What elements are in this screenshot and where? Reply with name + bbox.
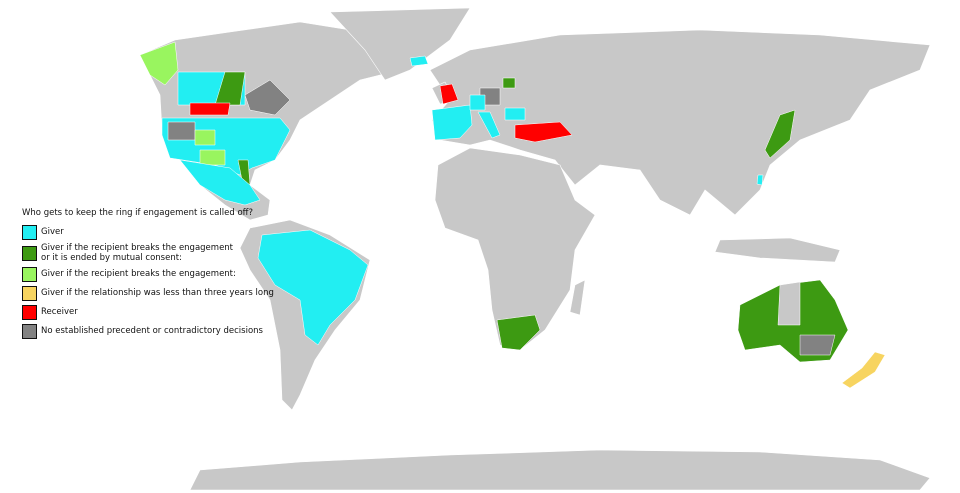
region-japan — [764, 109, 796, 159]
legend-title: Who gets to keep the ring if engagement … — [22, 208, 254, 218]
region-usa-gray — [167, 121, 196, 141]
region-baltic — [502, 77, 516, 89]
region-south-africa — [496, 314, 541, 351]
region-taiwan — [756, 174, 764, 186]
region-australia-nsw-gray — [799, 334, 836, 356]
region-brazil — [257, 229, 369, 346]
region-turkey — [514, 121, 573, 143]
region-uk — [439, 83, 459, 105]
legend-item-giver-recipient-breaks: Giver if the recipient breaks the engage… — [22, 266, 274, 282]
region-france-spain — [431, 104, 473, 141]
region-usa-lightgreen — [194, 129, 226, 166]
legend-label: Giver if the recipient breaks the engage… — [41, 269, 236, 279]
legend-swatch — [22, 266, 37, 282]
legend-swatch — [22, 245, 37, 261]
legend-label: Giver — [41, 227, 64, 237]
legend-item-giver: Giver — [22, 224, 274, 240]
region-alaska — [139, 41, 179, 86]
legend-label: Giver if the recipient breaks the engage… — [41, 243, 234, 263]
greenland — [329, 7, 471, 81]
legend-item-giver-three-years: Giver if the relationship was less than … — [22, 285, 274, 301]
legend-item-receiver: Receiver — [22, 304, 274, 320]
legend: Who gets to keep the ring if engagement … — [22, 208, 274, 342]
region-italy — [477, 111, 501, 139]
legend-item-no-precedent: No established precedent or contradictor… — [22, 323, 274, 339]
antarctica — [189, 449, 931, 491]
region-canada-ontario-red — [189, 102, 231, 116]
region-central-europe — [469, 94, 526, 121]
legend-label: Giver if the relationship was less than … — [41, 288, 274, 298]
region-canada-prairies — [214, 71, 246, 106]
region-australia-nt-gray — [777, 281, 801, 326]
region-canada-quebec — [244, 79, 291, 116]
eurasia — [429, 29, 931, 216]
southeast-asia-islands — [714, 237, 841, 263]
legend-swatch — [22, 304, 37, 320]
legend-swatch — [22, 323, 37, 339]
legend-swatch — [22, 285, 37, 301]
africa — [434, 147, 596, 351]
madagascar — [569, 279, 586, 316]
region-iceland — [409, 55, 429, 67]
legend-swatch — [22, 224, 37, 240]
legend-label: No established precedent or contradictor… — [41, 326, 263, 336]
region-new-zealand — [841, 351, 886, 389]
legend-label: Receiver — [41, 307, 78, 317]
legend-item-giver-recipient-or-mutual: Giver if the recipient breaks the engage… — [22, 243, 274, 263]
region-mexico — [179, 159, 261, 206]
colored-regions — [139, 41, 886, 389]
